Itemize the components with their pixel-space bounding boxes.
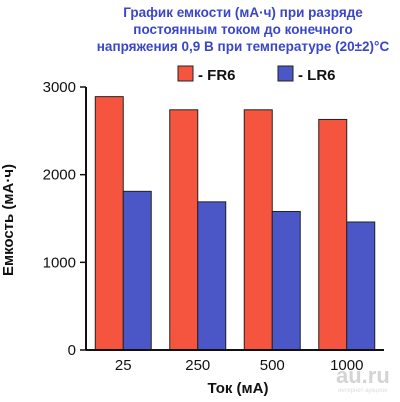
x-tick-label: 500 — [260, 357, 285, 374]
legend-label-lr6: - LR6 — [298, 67, 336, 84]
y-axis-ticks: 0 1000 2000 3000 — [43, 79, 86, 359]
legend: - FR6 - LR6 — [177, 65, 336, 84]
bar-lr6-25 — [122, 190, 152, 351]
x-tick-label: 250 — [185, 357, 210, 374]
bar-fr6-250 — [169, 109, 199, 351]
y-tick-label: 2000 — [43, 167, 76, 184]
watermark-logo: au.ru — [336, 363, 390, 388]
chart-title-line-1: График емкости (мА·ч) при разряде — [123, 5, 363, 20]
x-tick-label: 1000 — [330, 357, 363, 374]
legend-swatch-fr6 — [177, 65, 194, 82]
bar-fr6-1000 — [318, 118, 348, 351]
x-axis-ticks: 25 250 500 1000 — [115, 357, 364, 374]
x-tick-label: 25 — [115, 357, 132, 374]
legend-swatch-lr6 — [277, 65, 294, 82]
y-tick-label: 0 — [68, 342, 76, 359]
chart-title-line-2: постоянным током до конечного — [133, 22, 352, 37]
chart-title-line-3: напряжения 0,9 В при температуре (20±2)°… — [97, 39, 390, 54]
y-tick-label: 1000 — [43, 254, 76, 271]
watermark-caption: интернет-аукцион — [338, 388, 388, 394]
bar-fr6-25 — [94, 96, 124, 351]
bars — [94, 96, 376, 351]
bar-lr6-250 — [197, 201, 227, 351]
legend-label-fr6: - FR6 — [198, 67, 236, 84]
x-axis-label: Ток (мА) — [208, 380, 269, 397]
bar-lr6-1000 — [346, 221, 376, 351]
bar-lr6-500 — [271, 210, 301, 351]
y-axis-label: Емкость (мА·ч) — [0, 164, 17, 276]
y-tick-label: 3000 — [43, 79, 76, 96]
bar-fr6-500 — [243, 109, 273, 351]
